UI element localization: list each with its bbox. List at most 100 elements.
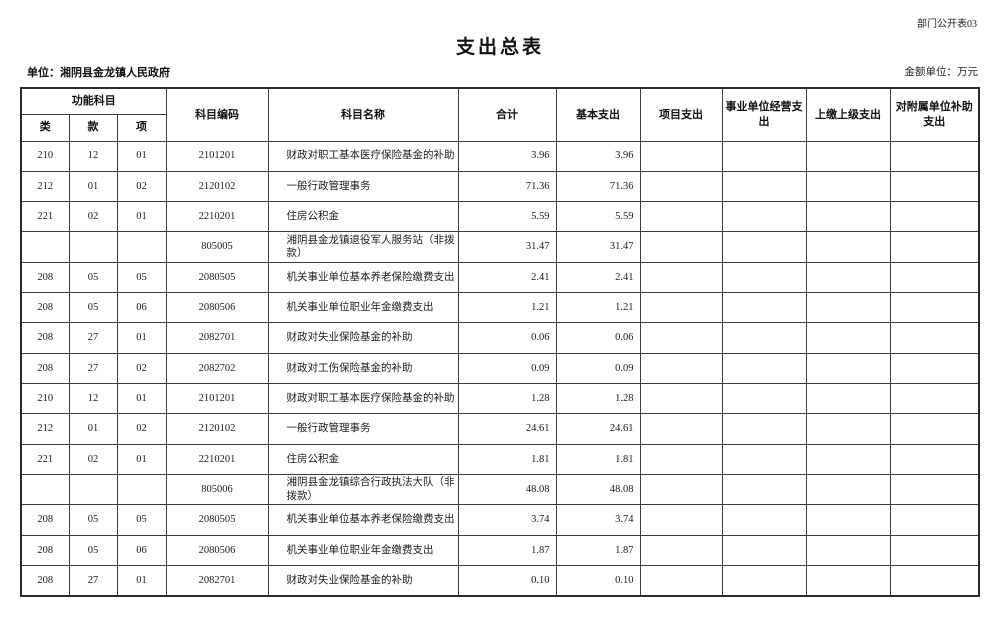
cell-basic: 31.47 — [555, 231, 641, 263]
cell-class: 221 — [20, 443, 70, 476]
cell-total: 5.59 — [457, 201, 557, 233]
table-row: 212 01 02 2120102 一般行政管理事务 71.36 71.36 — [20, 170, 980, 203]
cell-affiliate — [889, 231, 980, 263]
table-body: 210 12 01 2101201 财政对职工基本医疗保险基金的补助 3.96 3.96 21… — [20, 140, 980, 597]
cell-affiliate — [889, 443, 980, 476]
cell-total: 1.28 — [457, 383, 557, 415]
cell-basic: 5.59 — [555, 201, 641, 233]
cell-section: 27 — [68, 352, 118, 385]
cell-name: 湘阴县金龙镇退役军人服务站（非拨款） — [267, 231, 459, 263]
cell-basic: 1.87 — [555, 534, 641, 567]
table-row: 208 27 02 2082702 财政对工伤保险基金的补助 0.09 0.09 — [20, 352, 980, 385]
cell-upper — [805, 413, 891, 445]
cell-operating — [721, 170, 807, 203]
cell-code: 805005 — [165, 231, 269, 263]
cell-affiliate — [889, 474, 980, 506]
cell-affiliate — [889, 534, 980, 567]
header-affiliate-subsidy-expenditure: 对附属单位补助支出 — [889, 87, 980, 142]
cell-upper — [805, 383, 891, 415]
cell-name: 一般行政管理事务 — [267, 413, 459, 445]
cell-section: 05 — [68, 261, 118, 294]
cell-item: 01 — [116, 565, 167, 597]
cell-name: 机关事业单位基本养老保险缴费支出 — [267, 504, 459, 536]
cell-item — [116, 231, 167, 263]
cell-operating — [721, 352, 807, 385]
cell-code: 2120102 — [165, 170, 269, 203]
table-row: 221 02 01 2210201 住房公积金 1.81 1.81 — [20, 443, 980, 476]
cell-affiliate — [889, 504, 980, 536]
cell-operating — [721, 534, 807, 567]
cell-name: 财政对失业保险基金的补助 — [267, 322, 459, 354]
cell-project — [639, 170, 723, 203]
cell-code: 2082702 — [165, 352, 269, 385]
cell-section: 01 — [68, 170, 118, 203]
cell-project — [639, 231, 723, 263]
cell-code: 2080506 — [165, 534, 269, 567]
doc-number-label: 部门公开表03 — [917, 19, 977, 30]
cell-basic: 1.28 — [555, 383, 641, 415]
cell-section: 05 — [68, 292, 118, 324]
cell-project — [639, 383, 723, 415]
cell-total: 1.81 — [457, 443, 557, 476]
cell-section: 12 — [68, 383, 118, 415]
cell-class — [20, 474, 70, 506]
cell-section: 02 — [68, 201, 118, 233]
cell-name: 财政对职工基本医疗保险基金的补助 — [267, 383, 459, 415]
cell-upper — [805, 292, 891, 324]
cell-basic: 3.74 — [555, 504, 641, 536]
cell-affiliate — [889, 413, 980, 445]
cell-item: 01 — [116, 201, 167, 233]
cell-class: 208 — [20, 292, 70, 324]
table-row: 212 01 02 2120102 一般行政管理事务 24.61 24.61 — [20, 413, 980, 445]
cell-basic: 3.96 — [555, 140, 641, 172]
cell-project — [639, 565, 723, 597]
cell-name: 住房公积金 — [267, 443, 459, 476]
cell-upper — [805, 474, 891, 506]
cell-item: 01 — [116, 443, 167, 476]
table-row: 208 05 05 2080505 机关事业单位基本养老保险缴费支出 3.74 3.74 — [20, 504, 980, 536]
table-subheader: 单位：湘阴县金龙镇人民政府 金额单位：万元 — [27, 64, 978, 80]
cell-upper — [805, 261, 891, 294]
cell-operating — [721, 261, 807, 294]
header-item: 项 — [116, 113, 167, 142]
cell-total: 31.47 — [457, 231, 557, 263]
cell-affiliate — [889, 201, 980, 233]
cell-class: 208 — [20, 261, 70, 294]
cell-code: 2101201 — [165, 140, 269, 172]
cell-name: 财政对工伤保险基金的补助 — [267, 352, 459, 385]
cell-section — [68, 474, 118, 506]
header-subject-name: 科目名称 — [267, 87, 459, 142]
cell-affiliate — [889, 292, 980, 324]
table-row: 208 27 01 2082701 财政对失业保险基金的补助 0.06 0.06 — [20, 322, 980, 354]
cell-item: 05 — [116, 504, 167, 536]
cell-operating — [721, 231, 807, 263]
cell-operating — [721, 140, 807, 172]
cell-section: 27 — [68, 565, 118, 597]
page-title: 支出总表 — [455, 37, 544, 58]
cell-total: 0.06 — [457, 322, 557, 354]
cell-item: 01 — [116, 322, 167, 354]
cell-basic: 0.06 — [555, 322, 641, 354]
cell-class: 212 — [20, 413, 70, 445]
cell-section: 12 — [68, 140, 118, 172]
cell-upper — [805, 504, 891, 536]
cell-basic: 1.81 — [555, 443, 641, 476]
cell-operating — [721, 292, 807, 324]
cell-name: 机关事业单位基本养老保险缴费支出 — [267, 261, 459, 294]
cell-affiliate — [889, 140, 980, 172]
header-functional-subject: 功能科目 — [20, 87, 167, 115]
header-basic-expenditure: 基本支出 — [555, 87, 641, 142]
cell-operating — [721, 383, 807, 415]
header-upper-level-expenditure: 上缴上级支出 — [805, 87, 891, 142]
cell-operating — [721, 474, 807, 506]
cell-upper — [805, 565, 891, 597]
cell-item: 06 — [116, 292, 167, 324]
cell-affiliate — [889, 322, 980, 354]
header-project-expenditure: 项目支出 — [639, 87, 723, 142]
cell-section: 05 — [68, 534, 118, 567]
cell-upper — [805, 170, 891, 203]
cell-total: 1.21 — [457, 292, 557, 324]
cell-class — [20, 231, 70, 263]
cell-item: 01 — [116, 140, 167, 172]
